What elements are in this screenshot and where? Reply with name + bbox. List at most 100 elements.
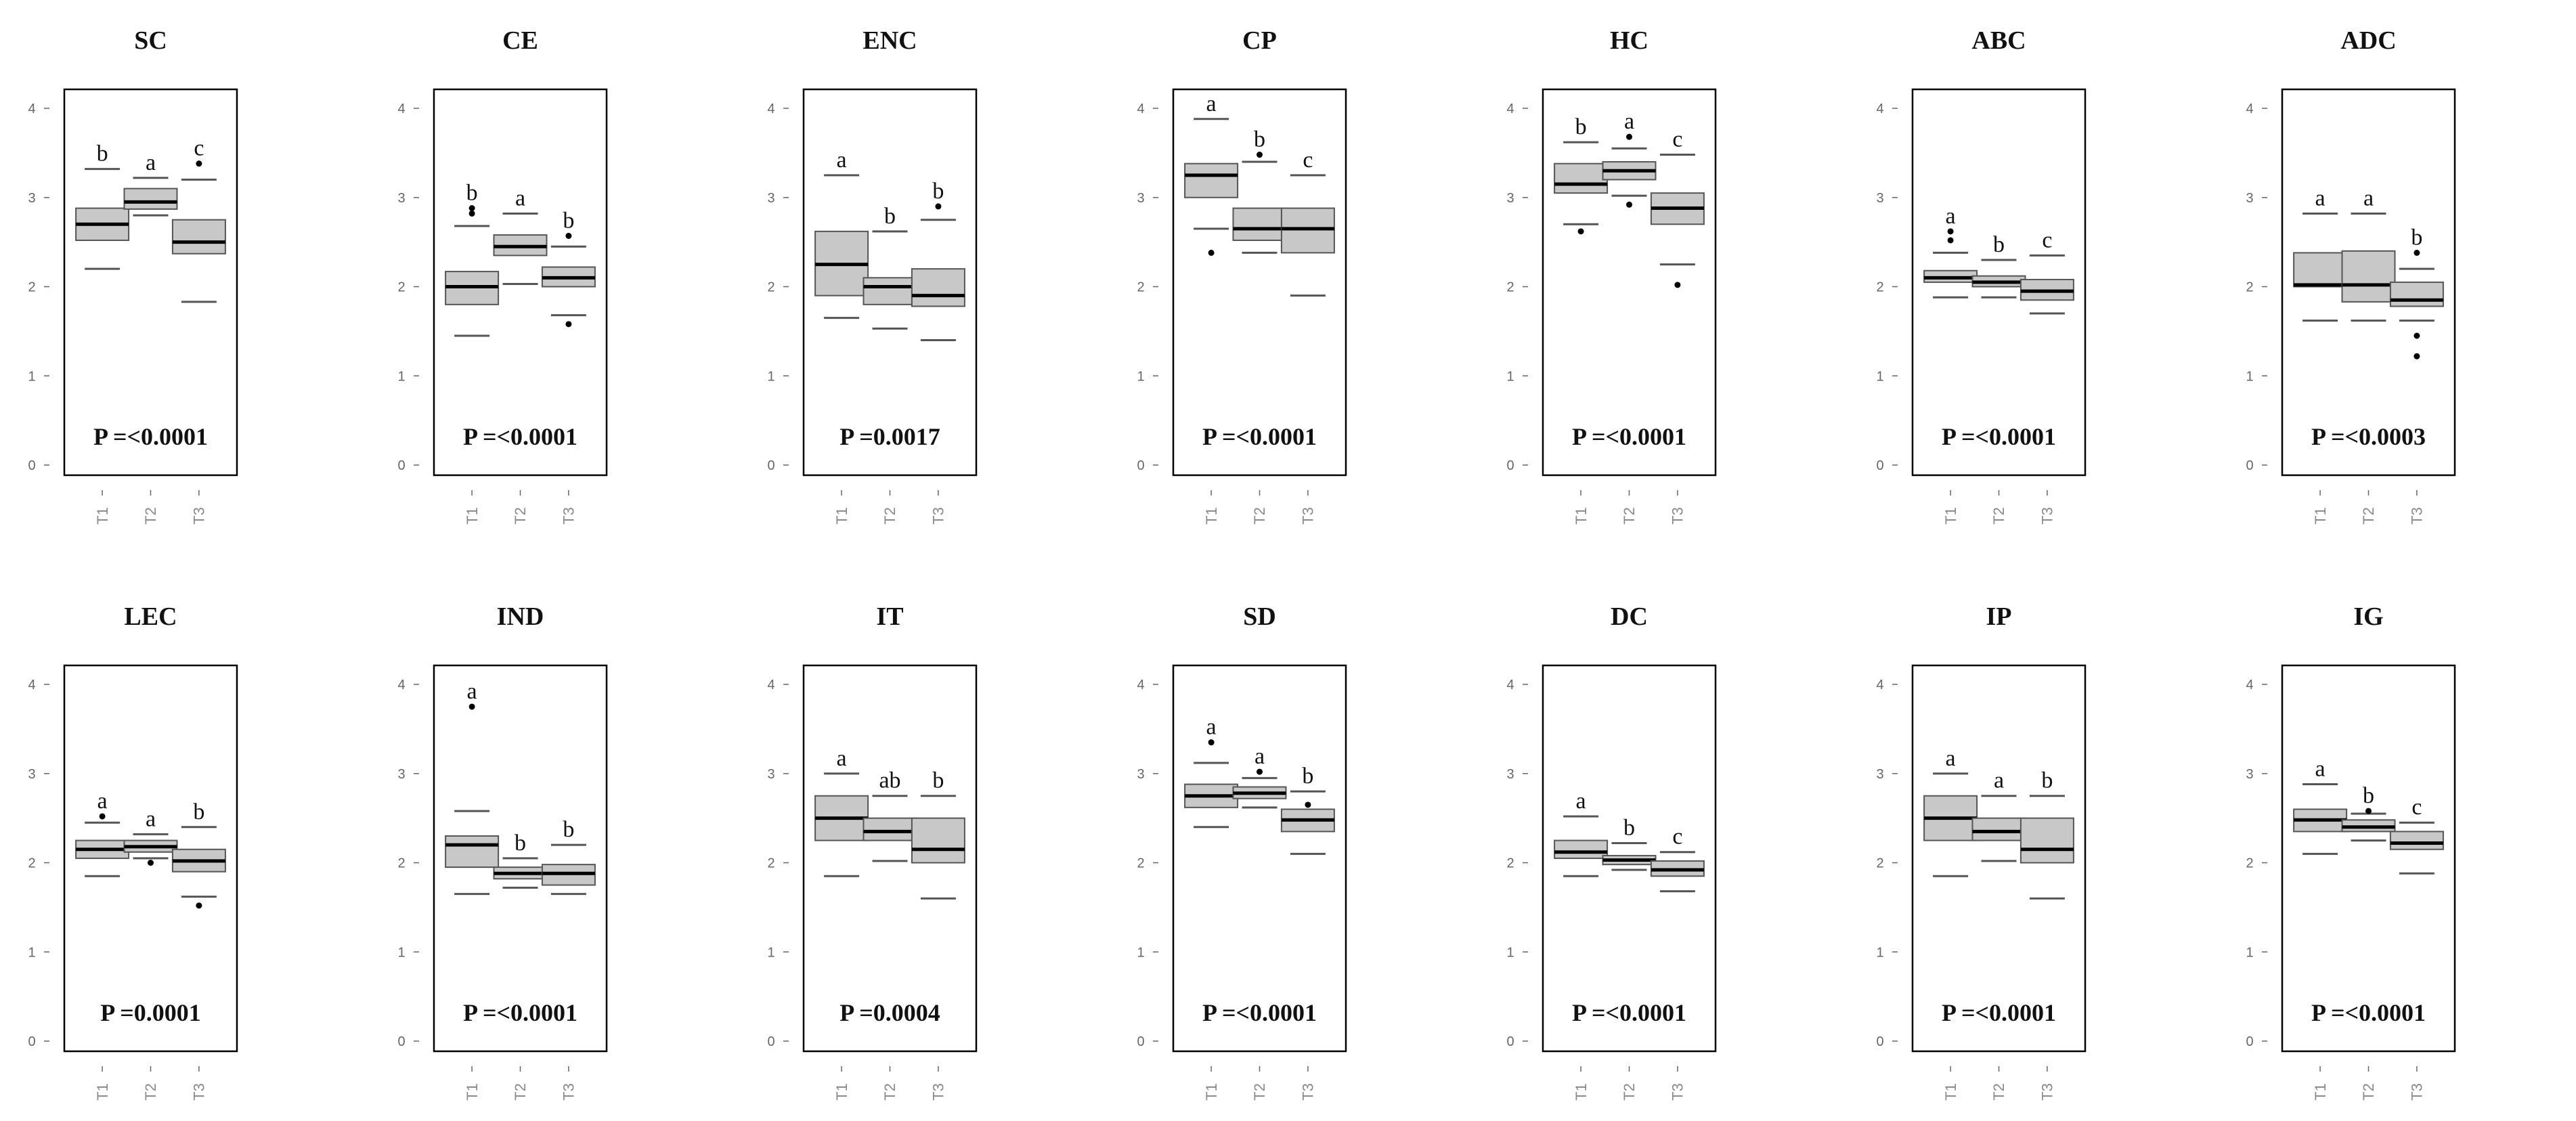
iqr-box bbox=[2293, 252, 2348, 288]
y-tick-label: 4 bbox=[1876, 102, 1883, 116]
iqr-box bbox=[2341, 250, 2396, 303]
box-t3: b bbox=[541, 817, 596, 896]
y-tick-label: 1 bbox=[1876, 945, 1883, 960]
x-tick-label: T1 bbox=[1942, 507, 1959, 525]
x-tick-label: T2 bbox=[1621, 1083, 1638, 1101]
significance-letter: a bbox=[1254, 744, 1265, 769]
panel-ind: IND 0 1 2 3 4 a T1 b T2 b T3 P =<0.0001 bbox=[397, 602, 608, 1101]
x-tick-label: T2 bbox=[512, 507, 529, 525]
y-tick-label: 1 bbox=[397, 945, 405, 960]
y-tick-label: 1 bbox=[1506, 945, 1514, 960]
panel-it: IT 0 1 2 3 4 a T1 ab T2 b T3 P =0.0004 bbox=[767, 602, 978, 1101]
y-tick-label: 3 bbox=[1876, 191, 1883, 206]
significance-letter: a bbox=[837, 148, 847, 173]
significance-letter: a bbox=[146, 806, 156, 831]
x-tick-label: T3 bbox=[191, 1083, 208, 1101]
significance-letter: b bbox=[515, 831, 526, 856]
plot-frame bbox=[802, 88, 978, 477]
outlier-point bbox=[196, 902, 202, 909]
outlier-point bbox=[2414, 353, 2420, 359]
y-tick-label: 0 bbox=[2246, 458, 2253, 473]
panel-cp: CP 0 1 2 3 4 a T1 b T2 c T3 P =<0.0001 bbox=[1137, 26, 1347, 525]
box-t1: b bbox=[1554, 114, 1609, 235]
significance-letter: b bbox=[563, 817, 574, 842]
p-value-label: P =0.0004 bbox=[839, 999, 940, 1026]
box-t1: a bbox=[814, 148, 869, 320]
x-tick-label: T1 bbox=[464, 507, 481, 525]
plot-frame bbox=[1172, 88, 1347, 477]
significance-letter: a bbox=[2363, 185, 2374, 211]
panel-lec: LEC 0 1 2 3 4 a T1 a T2 b T3 P =0.0001 bbox=[28, 602, 238, 1101]
outlier-point bbox=[2365, 808, 2372, 814]
y-tick-label: 4 bbox=[2246, 678, 2253, 693]
significance-letter: b bbox=[932, 768, 944, 793]
panel-enc: ENC 0 1 2 3 4 a T1 b T2 b T3 P =0.0017 bbox=[767, 26, 978, 525]
outlier-point bbox=[2414, 332, 2420, 339]
significance-letter: b bbox=[563, 208, 574, 233]
x-tick-label: T1 bbox=[1203, 1083, 1220, 1101]
y-tick-label: 4 bbox=[28, 678, 35, 693]
plot-frame bbox=[63, 664, 238, 1053]
iqr-box bbox=[1971, 817, 2026, 841]
y-tick-label: 4 bbox=[1876, 678, 1883, 693]
y-tick-label: 4 bbox=[767, 102, 774, 116]
x-tick-label: T2 bbox=[881, 1083, 898, 1101]
panel-title: CP bbox=[1242, 26, 1277, 55]
y-tick-label: 3 bbox=[1137, 767, 1144, 782]
y-tick-label: 2 bbox=[1506, 280, 1514, 295]
x-tick-label: T1 bbox=[2312, 1083, 2329, 1101]
box-t2: ab bbox=[863, 768, 917, 862]
iqr-box bbox=[911, 817, 965, 864]
significance-letter: b bbox=[1575, 114, 1587, 139]
x-tick-label: T1 bbox=[833, 507, 850, 525]
box-t1: b bbox=[445, 181, 500, 337]
iqr-box bbox=[1280, 207, 1335, 254]
x-tick-label: T2 bbox=[1990, 1083, 2007, 1101]
plot-frame bbox=[802, 664, 978, 1053]
box-t2: b bbox=[493, 831, 548, 889]
x-tick-label: T1 bbox=[833, 1083, 850, 1101]
box-t3: b bbox=[1280, 764, 1335, 855]
y-tick-label: 1 bbox=[767, 369, 774, 384]
y-tick-label: 0 bbox=[1137, 458, 1144, 473]
y-tick-label: 2 bbox=[1876, 280, 1883, 295]
panel-ce: CE 0 1 2 3 4 b T1 a T2 b T3 P =<0.0001 bbox=[397, 26, 608, 525]
x-tick-label: T3 bbox=[561, 1083, 577, 1101]
iqr-box bbox=[1232, 207, 1287, 241]
x-tick-label: T3 bbox=[930, 1083, 947, 1101]
box-t1: a bbox=[75, 789, 130, 877]
significance-letter: b bbox=[932, 179, 944, 204]
box-t1: b bbox=[75, 141, 130, 270]
y-tick-label: 4 bbox=[767, 678, 774, 693]
y-tick-label: 2 bbox=[28, 280, 35, 295]
outlier-point bbox=[1626, 201, 1632, 208]
box-t3: c bbox=[2389, 795, 2444, 875]
x-tick-label: T2 bbox=[2360, 507, 2377, 525]
significance-letter: a bbox=[146, 150, 156, 175]
panel-dc: DC 0 1 2 3 4 a T1 b T2 c T3 P =<0.0001 bbox=[1506, 602, 1717, 1101]
panel-abc: ABC 0 1 2 3 4 a T1 b T2 c T3 P =<0.0001 bbox=[1876, 26, 2087, 525]
x-tick-label: T3 bbox=[930, 507, 947, 525]
x-tick-label: T3 bbox=[2409, 1083, 2426, 1101]
x-tick-label: T1 bbox=[1573, 1083, 1590, 1101]
p-value-label: P =<0.0001 bbox=[1942, 999, 2056, 1026]
x-tick-label: T3 bbox=[1300, 1083, 1317, 1101]
p-value-label: P =<0.0001 bbox=[1202, 423, 1317, 450]
y-tick-label: 0 bbox=[2246, 1034, 2253, 1049]
significance-letter: a bbox=[837, 746, 847, 771]
y-tick-label: 2 bbox=[1137, 856, 1144, 871]
significance-letter: c bbox=[1672, 127, 1682, 152]
y-tick-label: 4 bbox=[28, 102, 35, 116]
outlier-point bbox=[468, 210, 475, 217]
p-value-label: P =<0.0001 bbox=[1572, 423, 1686, 450]
significance-letter: a bbox=[1946, 746, 1956, 771]
outlier-point bbox=[1257, 152, 1263, 158]
p-value-label: P =0.0001 bbox=[100, 999, 201, 1026]
significance-letter: b bbox=[1302, 764, 1313, 789]
p-value-label: P =<0.0001 bbox=[463, 423, 577, 450]
significance-letter: a bbox=[2315, 185, 2326, 211]
y-tick-label: 0 bbox=[28, 458, 35, 473]
x-tick-label: T2 bbox=[142, 507, 159, 525]
box-t2: a bbox=[123, 150, 178, 217]
